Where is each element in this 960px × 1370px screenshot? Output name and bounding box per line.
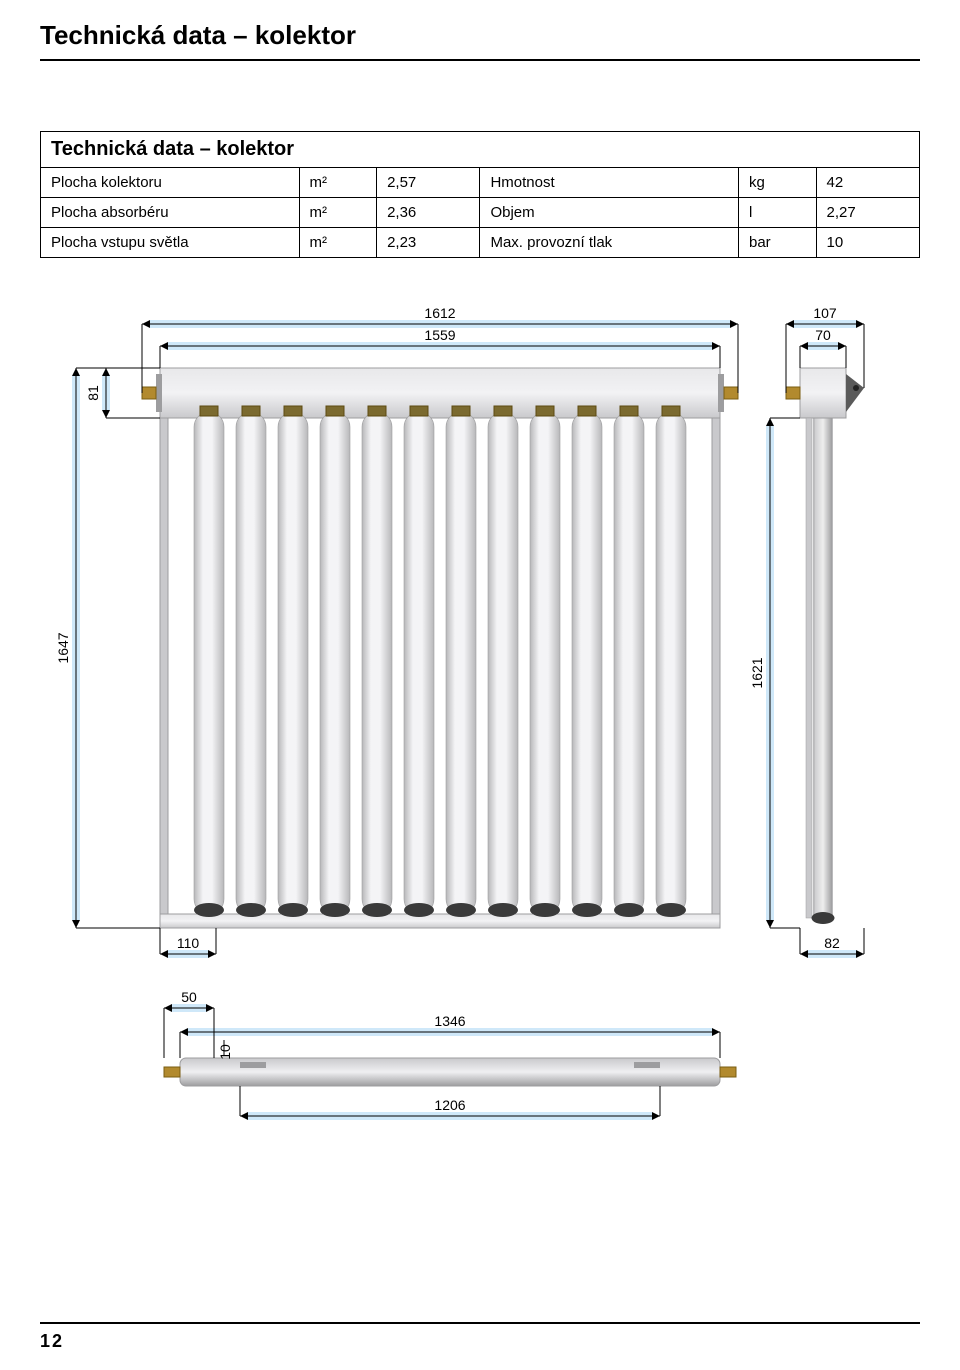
cell: 2,23 [377, 228, 480, 258]
svg-text:10: 10 [217, 1044, 233, 1060]
cell: 2,36 [377, 198, 480, 228]
cell: l [738, 198, 816, 228]
cell: bar [738, 228, 816, 258]
svg-text:50: 50 [181, 989, 197, 1005]
svg-text:1612: 1612 [424, 305, 455, 321]
page-number: 12 [40, 1331, 64, 1352]
cell: 2,27 [816, 198, 919, 228]
table-row: Plocha kolektoru m² 2,57 Hmotnost kg 42 [41, 168, 920, 198]
table-caption: Technická data – kolektor [41, 132, 920, 168]
svg-text:70: 70 [815, 327, 831, 343]
cell: Max. provozní tlak [480, 228, 739, 258]
cell: 42 [816, 168, 919, 198]
cell: Plocha vstupu světla [41, 228, 300, 258]
svg-text:1621: 1621 [749, 657, 765, 688]
svg-text:110: 110 [177, 935, 200, 951]
cell: m² [299, 228, 377, 258]
page-title: Technická data – kolektor [40, 20, 920, 61]
cell: m² [299, 168, 377, 198]
svg-text:1559: 1559 [424, 327, 455, 343]
cell: 10 [816, 228, 919, 258]
svg-text:1206: 1206 [434, 1097, 465, 1113]
cell: Plocha kolektoru [41, 168, 300, 198]
table-row: Plocha vstupu světla m² 2,23 Max. provoz… [41, 228, 920, 258]
technical-drawing: 1612 1559 81 1647 110 107 70 1621 82 1346 50 10 1206 [40, 298, 920, 1258]
svg-text:81: 81 [85, 385, 101, 401]
svg-text:107: 107 [813, 305, 837, 321]
footer-rule [40, 1322, 920, 1324]
svg-text:1647: 1647 [55, 632, 71, 663]
cell: m² [299, 198, 377, 228]
svg-text:1346: 1346 [434, 1013, 465, 1029]
spec-table: Technická data – kolektor Plocha kolekto… [40, 131, 920, 258]
cell: 2,57 [377, 168, 480, 198]
svg-text:82: 82 [824, 935, 840, 951]
cell: Hmotnost [480, 168, 739, 198]
cell: Objem [480, 198, 739, 228]
cell: kg [738, 168, 816, 198]
cell: Plocha absorbéru [41, 198, 300, 228]
table-row: Plocha absorbéru m² 2,36 Objem l 2,27 [41, 198, 920, 228]
